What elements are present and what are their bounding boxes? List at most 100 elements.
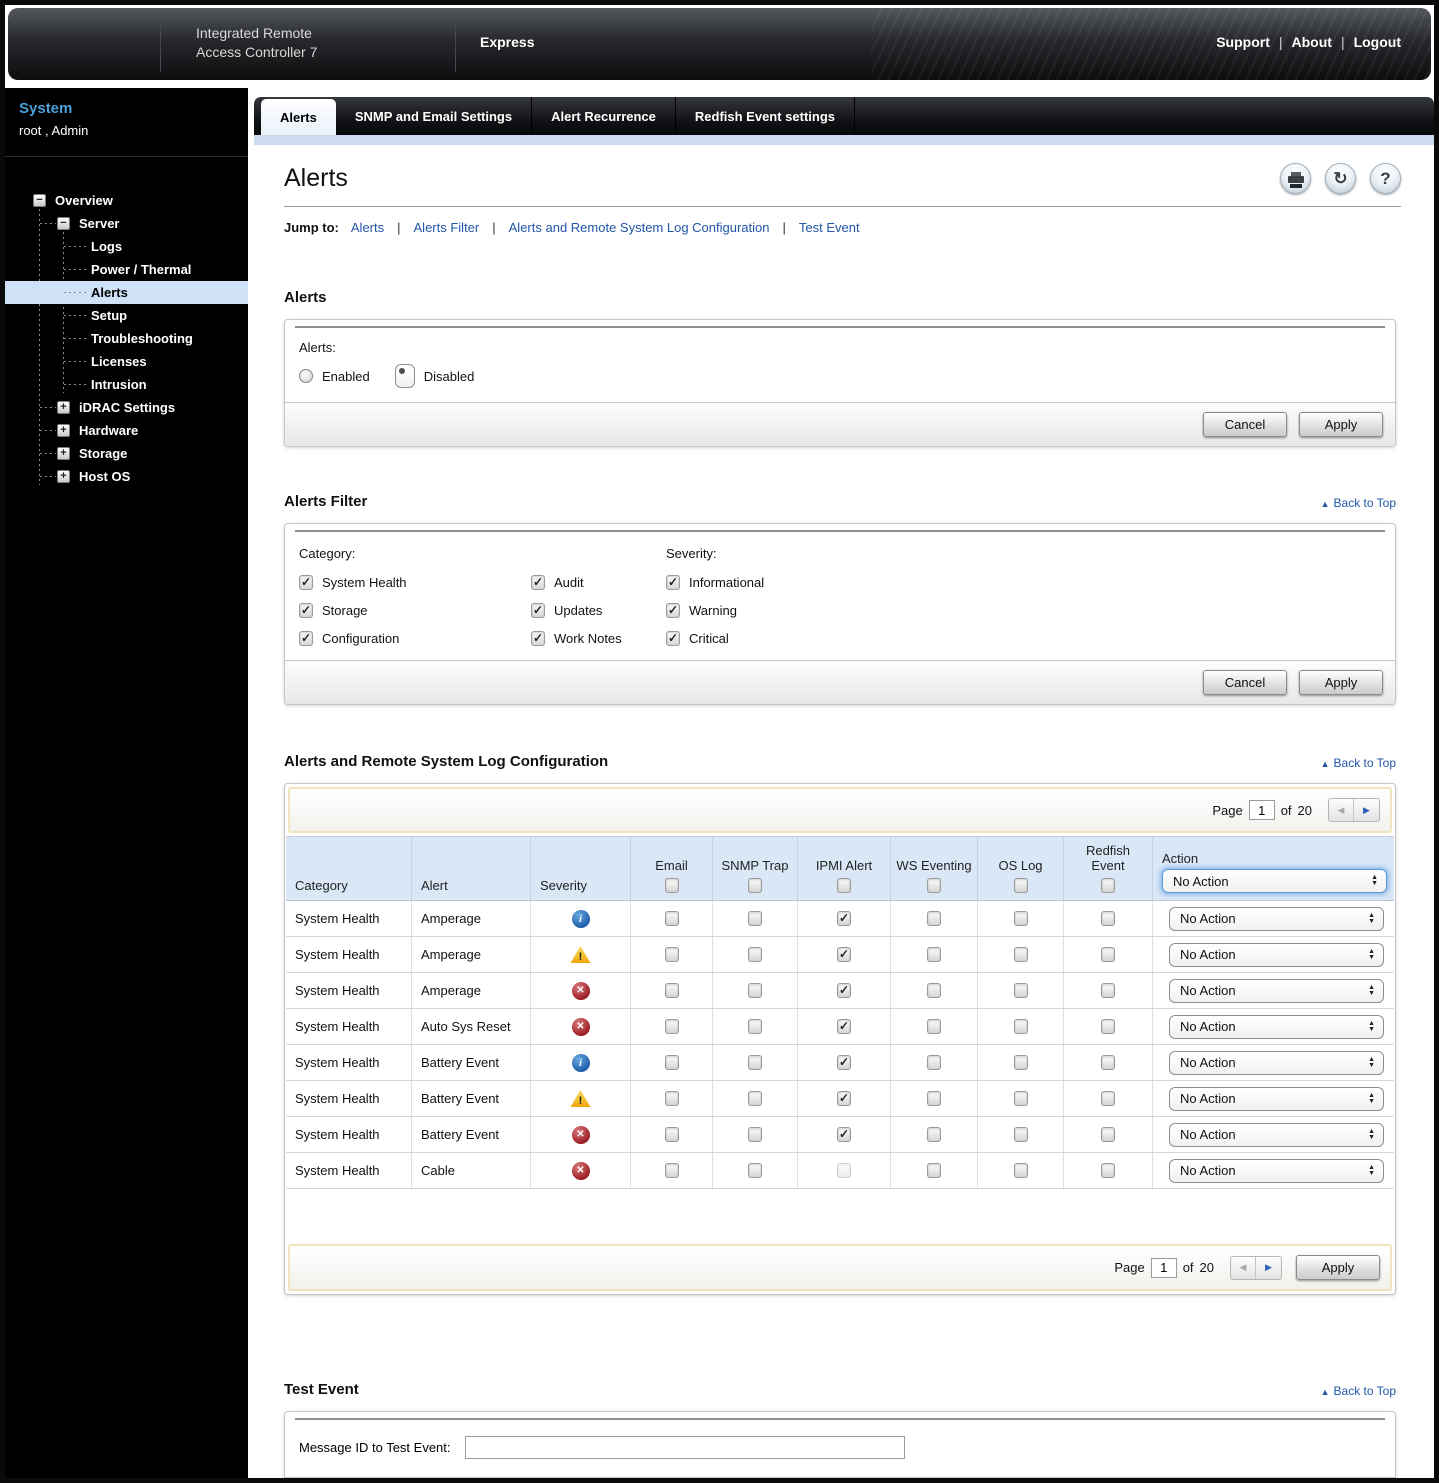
action-select[interactable]: No Action ▲ ▼ — [1169, 978, 1384, 1003]
plus-toggle-icon[interactable]: + — [57, 424, 70, 437]
email-checkbox[interactable] — [664, 1091, 679, 1106]
sidebar-item-power-thermal[interactable]: Power / Thermal — [5, 258, 248, 281]
ws-checkbox[interactable] — [927, 1127, 941, 1142]
oslog-checkbox[interactable] — [1013, 1055, 1028, 1070]
ws-checkbox[interactable] — [927, 983, 941, 998]
snmp-checkbox[interactable] — [748, 947, 762, 962]
apply-button[interactable]: Apply — [1299, 412, 1383, 437]
checkbox-storage[interactable] — [299, 603, 313, 618]
checkbox-critical[interactable] — [666, 631, 680, 646]
banner-link-support[interactable]: Support — [1216, 34, 1270, 50]
sidebar-item-host-os[interactable]: + Host OS — [5, 465, 248, 488]
snmp-checkbox[interactable] — [748, 1091, 762, 1106]
jump-link-test-event[interactable]: Test Event — [798, 220, 860, 235]
oslog-checkbox[interactable] — [1013, 911, 1028, 926]
snmp-select-all-checkbox[interactable] — [748, 878, 762, 893]
snmp-checkbox[interactable] — [748, 1127, 762, 1142]
oslog-checkbox[interactable] — [1013, 1127, 1028, 1142]
ipmi-checkbox[interactable] — [837, 1091, 851, 1106]
ipmi-checkbox[interactable] — [837, 1055, 851, 1070]
action-select[interactable]: No Action ▲ ▼ — [1162, 869, 1387, 893]
next-page-icon[interactable]: ▶ — [1265, 1262, 1272, 1272]
cancel-button[interactable]: Cancel — [1203, 412, 1287, 437]
sidebar-item-setup[interactable]: Setup — [5, 304, 248, 327]
email-checkbox[interactable] — [664, 983, 679, 998]
plus-toggle-icon[interactable]: + — [57, 470, 70, 483]
checkbox-system-health[interactable] — [299, 575, 313, 590]
action-select[interactable]: No Action ▲ ▼ — [1169, 1014, 1384, 1039]
snmp-checkbox[interactable] — [748, 1019, 762, 1034]
redfish-select-all-checkbox[interactable] — [1101, 878, 1115, 893]
redfish-checkbox[interactable] — [1101, 983, 1115, 998]
redfish-checkbox[interactable] — [1101, 1163, 1115, 1178]
oslog-checkbox[interactable] — [1013, 1091, 1028, 1106]
prev-page-icon[interactable]: ◀ — [1231, 1256, 1256, 1279]
snmp-checkbox[interactable] — [748, 1055, 762, 1070]
ws-checkbox[interactable] — [927, 911, 941, 926]
ws-checkbox[interactable] — [927, 1091, 941, 1106]
radio-disabled[interactable] — [394, 364, 415, 388]
checkbox-work-notes[interactable] — [531, 631, 545, 646]
sidebar-item-alerts[interactable]: Alerts — [5, 281, 248, 304]
ipmi-checkbox[interactable] — [837, 947, 851, 962]
oslog-checkbox[interactable] — [1013, 983, 1028, 998]
checkbox-informational[interactable] — [666, 575, 680, 590]
oslog-checkbox[interactable] — [1013, 1019, 1028, 1034]
redfish-checkbox[interactable] — [1101, 1091, 1115, 1106]
jump-link-alerts-and-remote-system-log-configuration[interactable]: Alerts and Remote System Log Configurati… — [508, 220, 770, 235]
ws-checkbox[interactable] — [927, 1055, 941, 1070]
next-page-icon[interactable]: ▶ — [1363, 804, 1370, 815]
email-checkbox[interactable] — [664, 1163, 679, 1178]
sidebar-item-idrac-settings[interactable]: + iDRAC Settings — [5, 396, 248, 419]
banner-link-about[interactable]: About — [1291, 34, 1332, 50]
redfish-checkbox[interactable] — [1101, 911, 1115, 926]
banner-link-logout[interactable]: Logout — [1353, 34, 1401, 50]
action-select[interactable]: No Action ▲ ▼ — [1169, 942, 1384, 967]
ws-select-all-checkbox[interactable] — [927, 878, 941, 893]
email-checkbox[interactable] — [664, 1055, 679, 1070]
page-number-input[interactable] — [1248, 800, 1275, 820]
back-to-top-link[interactable]: ▲ Back to Top — [1320, 756, 1396, 770]
snmp-checkbox[interactable] — [748, 983, 762, 998]
minus-toggle-icon[interactable]: − — [33, 194, 46, 207]
printer-icon[interactable] — [1280, 163, 1311, 194]
redfish-checkbox[interactable] — [1101, 947, 1115, 962]
redfish-checkbox[interactable] — [1101, 1055, 1115, 1070]
action-select[interactable]: No Action ▲ ▼ — [1169, 1122, 1384, 1147]
ws-checkbox[interactable] — [927, 947, 941, 962]
email-checkbox[interactable] — [664, 1127, 679, 1142]
ipmi-checkbox[interactable] — [837, 911, 851, 926]
oslog-checkbox[interactable] — [1013, 1163, 1028, 1178]
apply-button[interactable]: Apply — [1299, 670, 1383, 695]
back-to-top-link[interactable]: ▲ Back to Top — [1320, 1384, 1396, 1398]
tab-snmp-and-email-settings[interactable]: SNMP and Email Settings — [336, 97, 533, 135]
cancel-button[interactable]: Cancel — [1203, 670, 1287, 695]
help-icon[interactable]: ? — [1370, 163, 1401, 194]
redfish-checkbox[interactable] — [1101, 1127, 1115, 1142]
jump-link-alerts[interactable]: Alerts — [350, 220, 385, 235]
ipmi-checkbox[interactable] — [837, 1019, 851, 1034]
prev-page-icon[interactable]: ◀ — [1329, 799, 1354, 821]
radio-enabled[interactable] — [299, 369, 313, 383]
minus-toggle-icon[interactable]: − — [57, 217, 70, 230]
ipmi-checkbox[interactable] — [837, 1127, 851, 1142]
checkbox-warning[interactable] — [666, 603, 680, 618]
ws-checkbox[interactable] — [927, 1019, 941, 1034]
sidebar-item-storage[interactable]: + Storage — [5, 442, 248, 465]
apply-button[interactable]: Apply — [1296, 1255, 1380, 1280]
action-select[interactable]: No Action ▲ ▼ — [1169, 1158, 1384, 1183]
oslog-checkbox[interactable] — [1013, 947, 1028, 962]
sidebar-item-server[interactable]: − Server — [5, 212, 248, 235]
email-checkbox[interactable] — [664, 911, 679, 926]
checkbox-updates[interactable] — [531, 603, 545, 618]
ipmi-select-all-checkbox[interactable] — [837, 878, 851, 893]
page-number-input[interactable] — [1150, 1257, 1177, 1278]
tab-alerts[interactable]: Alerts — [261, 99, 336, 135]
back-to-top-link[interactable]: ▲ Back to Top — [1320, 496, 1396, 510]
redfish-checkbox[interactable] — [1101, 1019, 1115, 1034]
action-select[interactable]: No Action ▲ ▼ — [1169, 1050, 1384, 1075]
email-checkbox[interactable] — [664, 1019, 679, 1034]
jump-link-alerts-filter[interactable]: Alerts Filter — [413, 220, 480, 235]
email-select-all-checkbox[interactable] — [664, 878, 679, 893]
sidebar-item-troubleshooting[interactable]: Troubleshooting — [5, 327, 248, 350]
